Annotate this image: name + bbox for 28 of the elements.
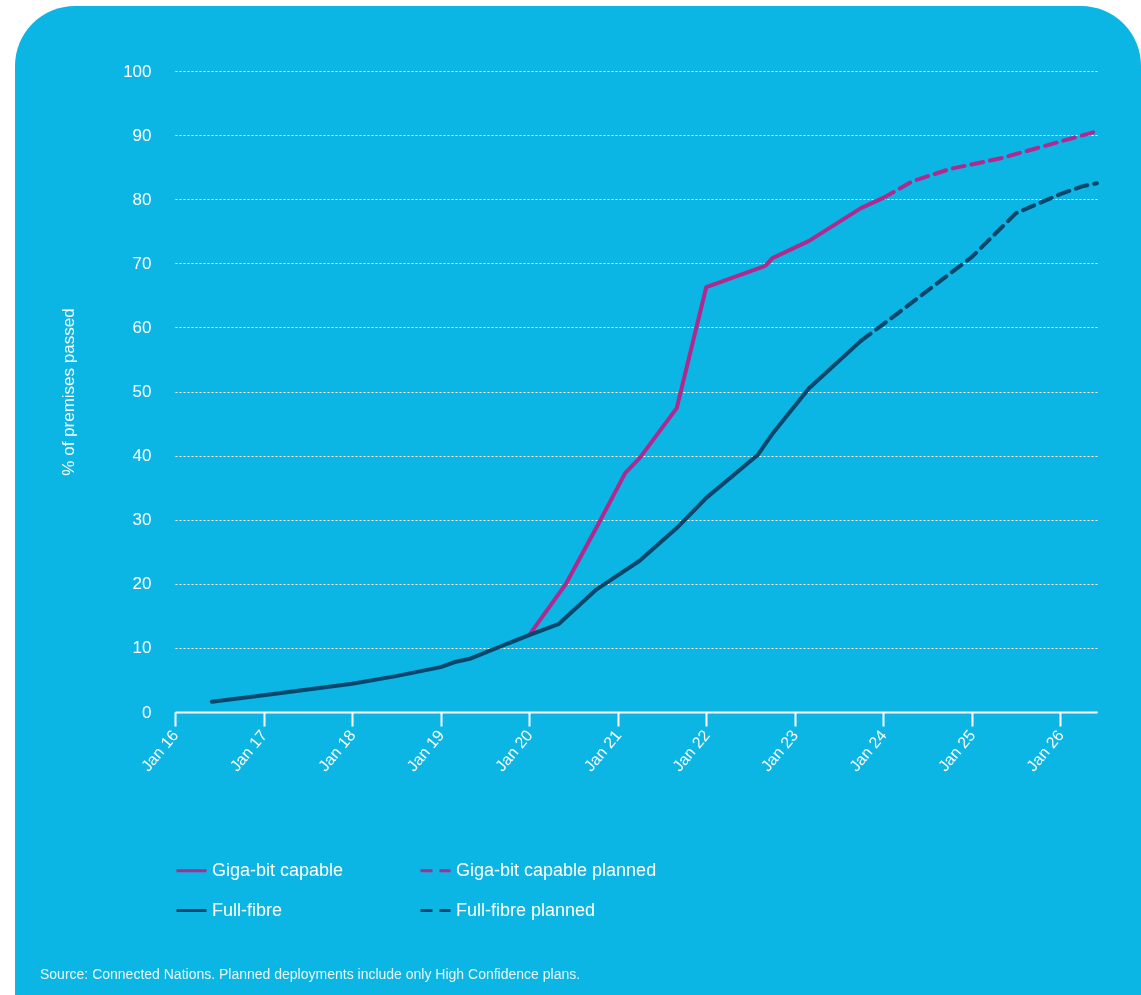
y-tick-label: 40 (132, 446, 152, 466)
y-tick-label: 0 (142, 702, 152, 722)
x-tick-label: Jan 19 (403, 726, 448, 775)
source-note: Source: Connected Nations. Planned deployments include only High Confidence plans. (40, 966, 581, 982)
x-tick-label: Jan 25 (934, 726, 979, 775)
y-tick-label: 10 (132, 638, 152, 658)
y-tick-label: 50 (132, 382, 152, 401)
y-axis-title: % of premises passed (59, 308, 79, 476)
legend-label: Giga-bit capable planned (456, 859, 657, 880)
x-tick-label: Jan 18 (314, 726, 359, 775)
y-tick-label: 30 (132, 510, 152, 530)
x-tick-label: Jan 22 (669, 726, 713, 775)
y-tick-label: 20 (132, 574, 152, 594)
x-tick-label: Jan 21 (580, 726, 625, 775)
y-tick-label: 60 (132, 317, 152, 337)
y-tick-label: 100 (123, 61, 152, 81)
legend-label: Full-fibre planned (456, 899, 596, 920)
y-tick-label: 90 (132, 125, 152, 145)
x-tick-label: Jan 23 (757, 726, 802, 775)
x-tick-label: Jan 20 (491, 726, 536, 775)
legend-label: Giga-bit capable (212, 859, 344, 880)
legend-label: Full-fibre (212, 899, 283, 920)
x-tick-label: Jan 17 (226, 726, 271, 775)
y-tick-label: 70 (132, 253, 152, 273)
x-tick-label: Jan 26 (1023, 726, 1068, 775)
y-tick-label: 80 (132, 189, 152, 209)
x-tick-label: Jan 16 (137, 726, 182, 775)
x-tick-label: Jan 24 (845, 726, 890, 775)
